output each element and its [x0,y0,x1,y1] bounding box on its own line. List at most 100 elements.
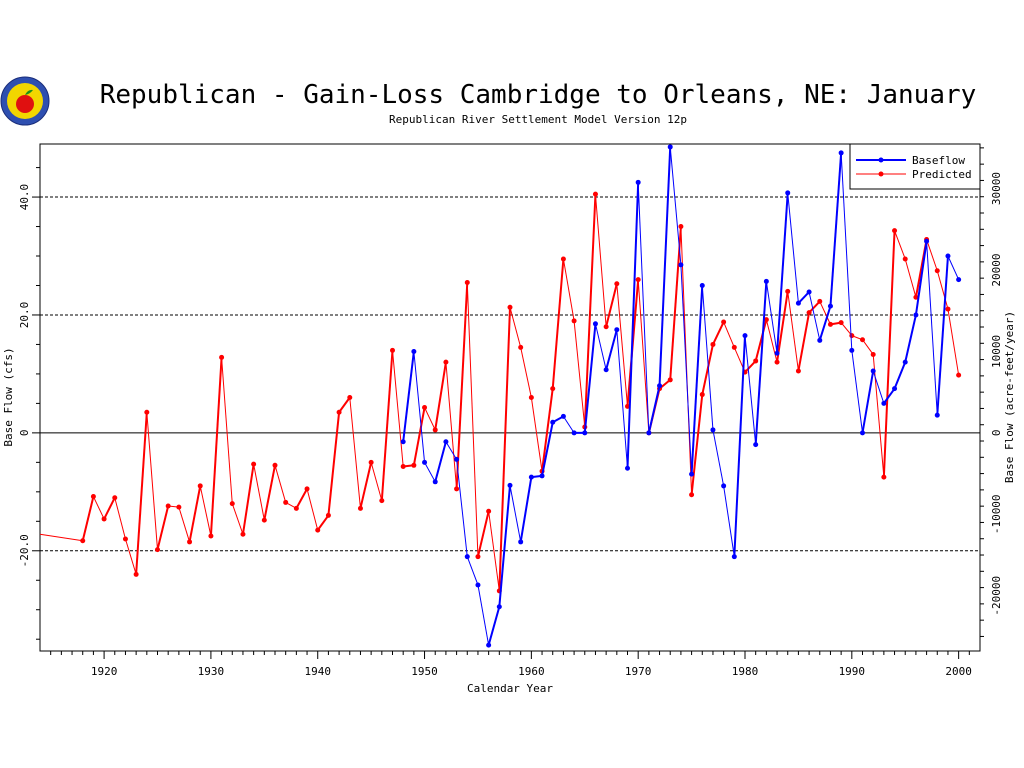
baseflow-segment [424,462,436,483]
baseflow-segment [669,146,682,265]
predicted-point [315,527,321,533]
baseflow-point [571,430,577,436]
baseflow-point [881,400,887,406]
legend-box [849,143,981,190]
plot-area [39,143,981,652]
predicted-segment [787,291,799,372]
predicted-segment [723,321,735,348]
baseflow-segment [840,152,853,351]
predicted-segment [583,194,597,428]
baseflow-segment [712,429,725,487]
predicted-segment [455,282,469,489]
predicted-segment [488,511,500,591]
baseflow-segment [434,441,447,483]
baseflow-point [945,253,951,259]
baseflow-segment [883,388,896,404]
baseflow-segment [519,476,533,543]
baseflow-point [742,333,748,339]
baseflow-point [838,150,844,156]
predicted-point [550,386,556,392]
baseflow-point [496,604,502,610]
baseflow-point [528,474,534,480]
gridlines [40,196,980,552]
baseflow-segment [926,241,938,416]
legend-predicted-label: Predicted [912,168,972,181]
predicted-point [422,405,428,411]
predicted-segment [263,465,276,521]
predicted-point [678,224,684,230]
baseflow-segment [733,335,746,557]
predicted-segment [947,308,960,376]
predicted-segment [445,362,458,489]
predicted-segment [392,350,404,467]
baseflow-point [507,482,513,488]
baseflow-segment [647,385,661,434]
baseflow-segment [445,441,458,460]
predicted-segment [712,321,725,345]
predicted-segment [209,357,223,537]
x-axis: 1920 1930 1940 1950 1960 1970 1980 1990 2000 [50,651,972,678]
predicted-point [753,358,759,364]
predicted-point [176,504,182,510]
predicted-segment [466,282,479,557]
baseflow-point [443,439,449,445]
baseflow-segment [818,305,832,341]
predicted-point [785,288,791,294]
baseflow-segment [787,192,799,304]
predicted-point [197,483,203,489]
predicted-segment [573,320,586,428]
baseflow-segment [701,285,714,430]
y-tick-label-right: 10000 [990,335,1003,368]
predicted-point [251,461,257,467]
predicted-point [400,463,406,469]
predicted-segment [370,462,383,501]
y-tick-label-right: 20000 [990,253,1003,286]
predicted-point [795,368,801,374]
baseflow-point [699,282,705,288]
predicted-point [763,317,769,323]
baseflow-segment [808,291,821,341]
predicted-point [892,228,898,234]
x-tick-label: 1970 [625,665,652,678]
predicted-segment [81,496,95,541]
y-tick-label-right: 30000 [990,172,1003,205]
baseflow-point [667,144,673,150]
predicted-segment [797,312,811,372]
predicted-point [934,268,940,274]
predicted-point [817,298,823,304]
chart-subtitle: Republican River Settlement Model Versio… [389,113,687,126]
predicted-point [571,318,577,324]
predicted-segment [274,465,287,503]
baseflow-point [913,312,919,318]
predicted-segment [754,319,768,362]
predicted-point [860,337,865,343]
predicted-segment [637,279,650,433]
predicted-segment [520,347,532,398]
predicted-segment [840,322,853,336]
predicted-point [165,503,171,509]
predicted-segment [412,407,426,466]
x-tick-label: 1980 [732,665,759,678]
predicted-point [849,333,855,339]
y-tick-label-right: -20000 [990,576,1003,616]
predicted-segment [616,283,628,407]
predicted-point [721,319,727,325]
predicted-segment [862,339,874,355]
predicted-segment [39,533,83,542]
predicted-point [486,508,492,514]
predicted-point [945,306,951,312]
baseflow-segment [658,146,672,386]
predicted-segment [594,194,607,327]
predicted-point [699,392,705,398]
baseflow-point [806,289,812,295]
predicted-point [870,351,876,357]
baseflow-segment [541,422,554,477]
legend: Baseflow Predicted [849,143,981,190]
predicted-segment [295,488,308,509]
baseflow-point [902,359,908,365]
predicted-point [432,427,438,433]
baseflow-point [924,238,930,244]
baseflow-segment [723,485,735,557]
baseflow-point [795,300,801,306]
y-axis-right: -20000 -10000 0 10000 20000 30000 [980,147,1003,637]
